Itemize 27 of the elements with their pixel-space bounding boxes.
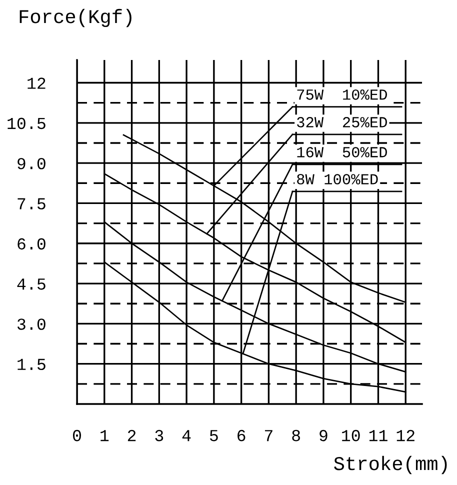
y-tick-label: 7.5 [18, 198, 46, 210]
y-axis-title: Force(Kgf) [20, 8, 132, 28]
y-tick-label: 6.0 [18, 238, 46, 250]
y-tick-label: 12 [28, 78, 46, 89]
x-tick-label: 4 [182, 430, 191, 442]
x-tick-label: 3 [155, 430, 164, 442]
y-tick-label: 10.5 [8, 118, 46, 130]
x-tick-label: 5 [210, 430, 218, 442]
x-tick-label: 7 [264, 430, 272, 442]
text: 16W 50%ED [297, 147, 387, 158]
x-tick-label: 12 [396, 430, 414, 442]
x-tick-label: 2 [128, 430, 136, 442]
x-tick-label: 9 [320, 430, 328, 442]
x-tick-label: 6 [238, 430, 246, 442]
x-tick-label: 8 [292, 430, 300, 442]
y-tick-label: 1.5 [18, 358, 46, 370]
x-tick-label: 11 [369, 430, 388, 442]
x-axis-title: Stroke(mm) [334, 456, 447, 474]
y-tick-label: 9.0 [18, 158, 46, 170]
text: 8W 100%ED [297, 174, 378, 184]
text: 32W 25%ED [297, 117, 387, 128]
y-tick-label: 4.5 [17, 278, 46, 290]
x-tick-label: 1 [100, 430, 109, 442]
x-tick-label: 10 [342, 430, 360, 442]
y-tick-label: 3.0 [17, 318, 46, 330]
text: 75W 10%ED [297, 89, 387, 100]
x-tick-label: 0 [73, 430, 81, 442]
